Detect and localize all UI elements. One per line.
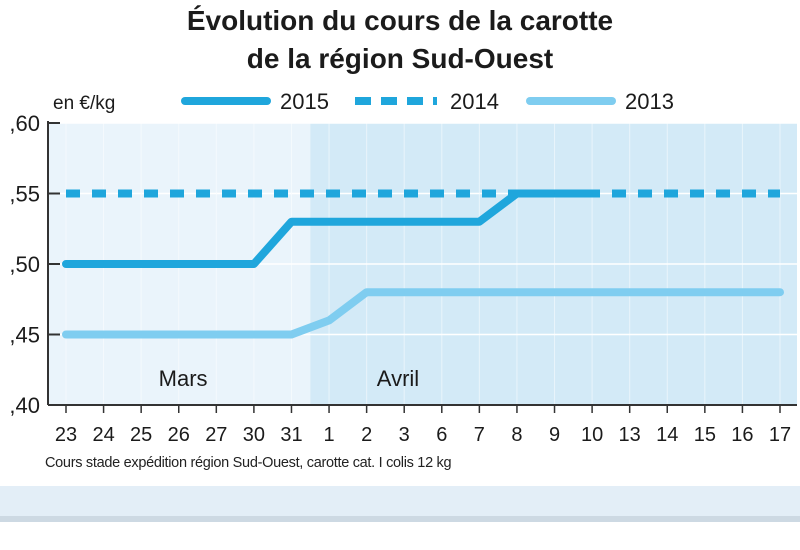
x-tick-label: 6 [436, 424, 447, 446]
y-tick-label: ,60 [9, 111, 40, 136]
x-tick-label: 10 [581, 424, 603, 446]
legend-label-2013: 2013 [625, 89, 674, 114]
legend-label-2014: 2014 [450, 89, 499, 114]
legend: 2015 2014 2013 [181, 89, 674, 114]
y-tick-label: ,50 [9, 252, 40, 277]
x-tick-label: 14 [656, 424, 678, 446]
month-label: Avril [377, 366, 419, 391]
y-tick-label: ,45 [9, 323, 40, 348]
x-tick-label: 30 [243, 424, 265, 446]
x-tick-label: 31 [280, 424, 302, 446]
month-label: Mars [159, 366, 208, 391]
x-tick-label: 23 [55, 424, 77, 446]
x-tick-label: 13 [619, 424, 641, 446]
x-tick-label: 8 [511, 424, 522, 446]
y-tick-label: ,55 [9, 182, 40, 207]
axes [47, 121, 797, 413]
series-lines [62, 189, 784, 339]
x-tick-label: 17 [769, 424, 791, 446]
x-tick-label: 25 [130, 424, 152, 446]
x-tick-label: 3 [399, 424, 410, 446]
x-tick-label: 1 [323, 424, 334, 446]
footnote: Cours stade expédition région Sud-Ouest,… [45, 455, 452, 471]
x-tick-label: 26 [168, 424, 190, 446]
chart-title-line-2: de la région Sud-Ouest [246, 43, 554, 74]
x-tick-label: 24 [92, 424, 114, 446]
x-tick-label: 9 [549, 424, 560, 446]
footer-divider [0, 516, 800, 522]
chart-title: Évolution du cours de la carotte de la r… [0, 2, 800, 78]
footer-band [0, 486, 800, 516]
x-tick-label: 16 [731, 424, 753, 446]
x-tick-label: 7 [474, 424, 485, 446]
x-tick-label: 27 [205, 424, 227, 446]
y-axis-label: en €/kg [53, 93, 115, 114]
chart-title-line-1: Évolution du cours de la carotte [186, 5, 614, 36]
legend-label-2015: 2015 [280, 89, 329, 114]
x-tick-label: 2 [361, 424, 372, 446]
x-tick-label: 15 [694, 424, 716, 446]
series-line-2013 [62, 288, 784, 339]
y-tick-label: ,40 [9, 393, 40, 418]
